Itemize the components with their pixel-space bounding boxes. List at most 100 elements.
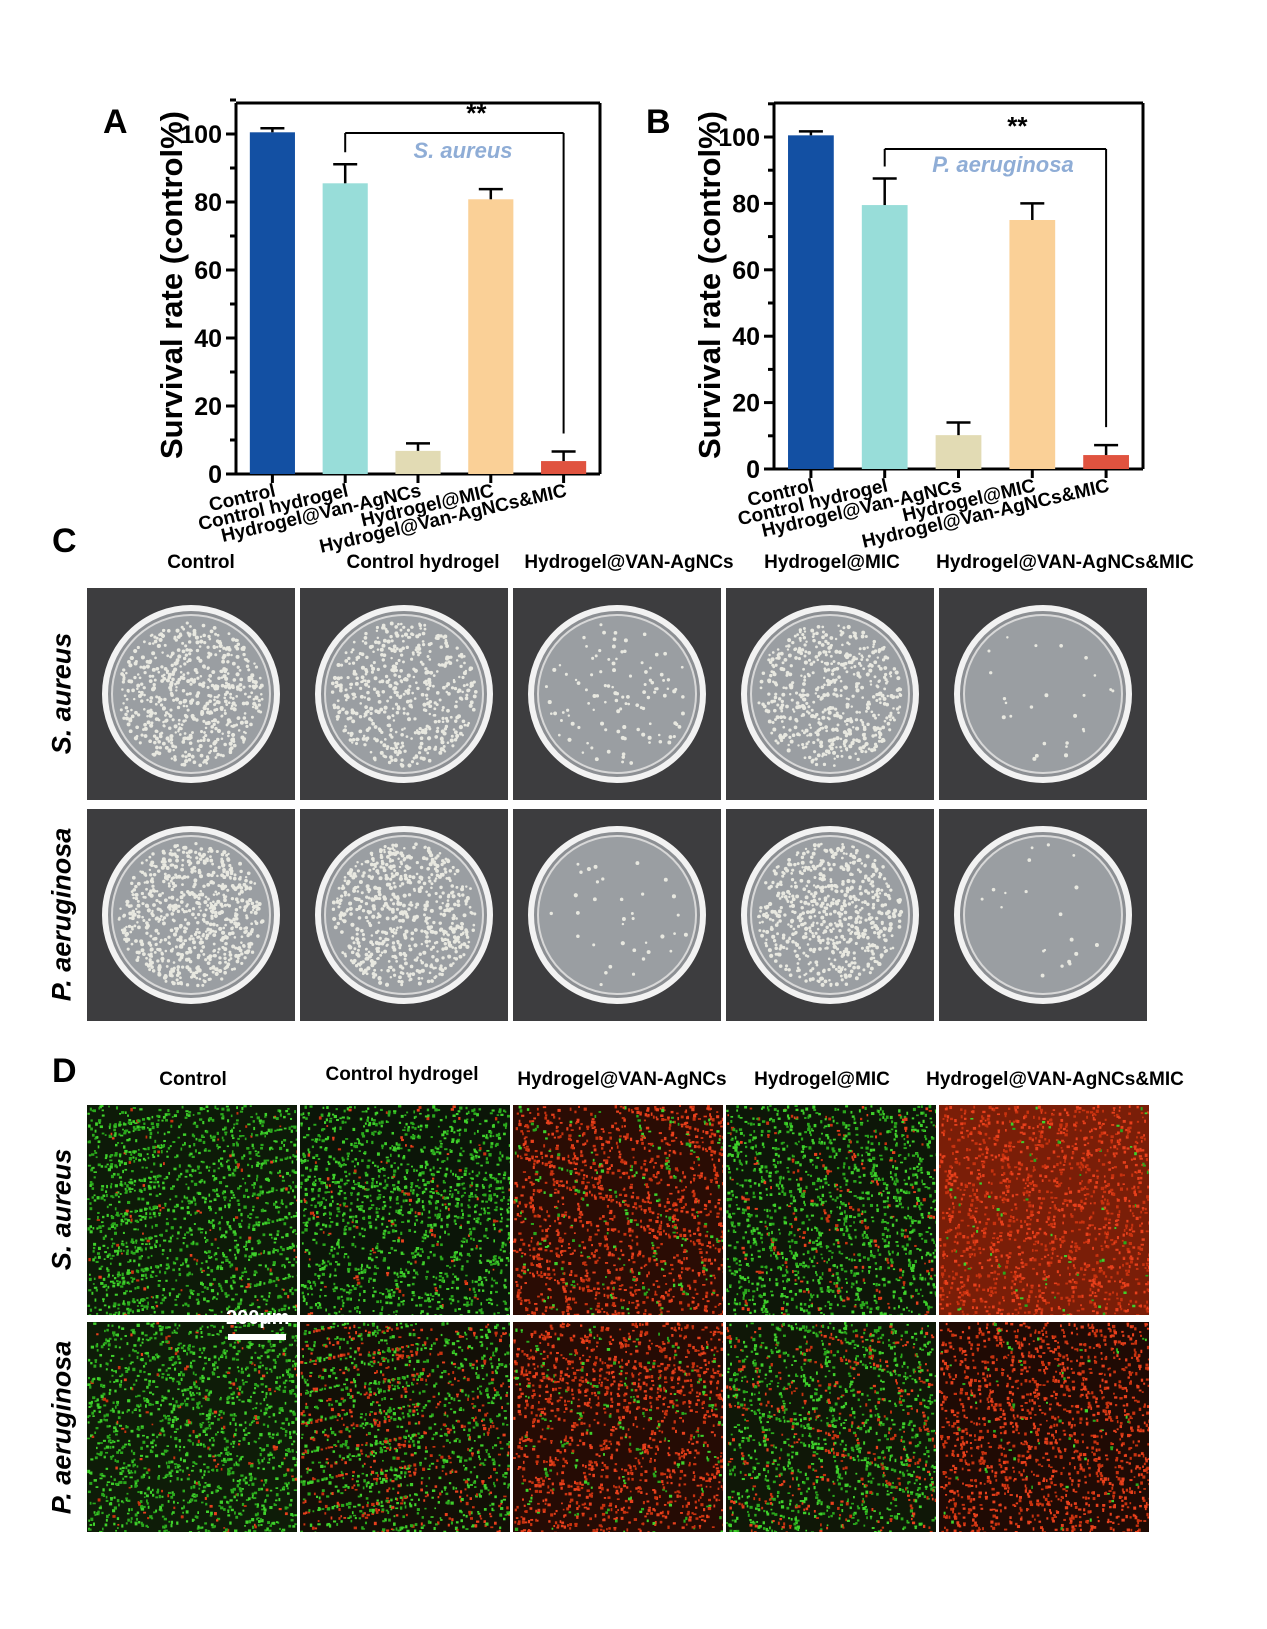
bacterial-colony xyxy=(214,756,218,759)
bacterial-colony xyxy=(361,937,366,942)
bacterial-colony xyxy=(413,731,418,735)
live-cell-dot xyxy=(153,1150,157,1154)
bacterial-colony xyxy=(768,901,773,907)
bacterial-colony xyxy=(766,709,771,714)
bacterial-colony xyxy=(423,907,428,912)
bacterial-colony xyxy=(238,687,243,692)
bacterial-colony xyxy=(169,737,174,742)
bacterial-colony xyxy=(126,947,130,951)
bacterial-colony xyxy=(121,680,125,684)
bacterial-colony xyxy=(773,708,777,713)
bacterial-colony xyxy=(462,684,466,688)
bacterial-colony xyxy=(181,907,184,911)
bacterial-colony xyxy=(435,670,439,673)
live-cell-dot xyxy=(257,1253,261,1256)
bacterial-colony xyxy=(202,913,207,918)
bacterial-colony xyxy=(845,852,848,856)
bacterial-colony xyxy=(223,742,227,747)
live-cell-dot xyxy=(87,1218,91,1220)
bacterial-colony xyxy=(444,716,449,721)
dead-cell-dot xyxy=(293,1249,296,1252)
bacterial-colony xyxy=(216,728,222,734)
bacterial-colony xyxy=(648,722,652,726)
bacterial-colony xyxy=(131,889,135,892)
bacterial-colony xyxy=(806,734,809,737)
bacterial-colony xyxy=(212,645,217,650)
live-cell-dot xyxy=(145,1243,148,1246)
bacterial-colony xyxy=(357,897,361,902)
bacterial-colony xyxy=(403,727,406,730)
bacterial-colony xyxy=(375,941,379,945)
bacterial-colony xyxy=(888,926,893,931)
bacterial-colony xyxy=(887,915,892,920)
bacterial-colony xyxy=(187,658,192,663)
bacterial-colony xyxy=(819,904,824,908)
bacterial-colony xyxy=(807,889,811,894)
bacterial-colony xyxy=(878,962,882,966)
fluor-svg xyxy=(87,1105,297,1315)
bacterial-colony xyxy=(441,720,445,724)
bacterial-colony xyxy=(362,871,366,875)
bacterial-colony xyxy=(390,668,394,672)
bacterial-colony xyxy=(459,664,463,669)
bacterial-colony xyxy=(196,861,199,865)
live-cell-dot xyxy=(256,1239,259,1243)
bacterial-colony xyxy=(358,729,363,734)
live-cell-dot xyxy=(232,1137,235,1140)
bacterial-colony xyxy=(196,676,200,680)
bacterial-colony xyxy=(816,732,820,737)
bacterial-colony xyxy=(361,640,365,643)
bacterial-colony xyxy=(226,652,231,657)
bacterial-colony xyxy=(198,905,201,909)
bacterial-colony xyxy=(236,946,240,951)
bacterial-colony xyxy=(793,884,798,889)
bacterial-colony xyxy=(396,742,400,746)
live-cell-dot xyxy=(212,1162,216,1165)
bacterial-colony xyxy=(845,941,849,944)
bacterial-colony xyxy=(764,881,768,885)
bacterial-colony xyxy=(194,635,199,640)
bacterial-colony xyxy=(172,748,175,752)
bacterial-colony xyxy=(404,677,409,682)
live-cell-dot xyxy=(118,1200,121,1204)
bacterial-colony xyxy=(228,749,233,753)
bacterial-colony xyxy=(834,935,838,939)
bacterial-colony xyxy=(375,629,379,633)
bacterial-colony xyxy=(385,876,390,881)
bacterial-colony xyxy=(251,684,255,688)
bacterial-colony xyxy=(439,645,443,649)
bacterial-colony xyxy=(428,700,433,704)
live-cell-dot xyxy=(266,1267,270,1271)
bacterial-colony xyxy=(787,858,792,862)
bacterial-colony xyxy=(450,921,454,925)
bacterial-colony xyxy=(386,639,391,644)
live-cell-dot xyxy=(107,1285,110,1289)
bacterial-colony xyxy=(883,946,886,949)
bacterial-colony xyxy=(211,670,216,675)
bacterial-colony xyxy=(797,657,801,661)
bacterial-colony xyxy=(389,755,393,760)
bacterial-colony xyxy=(252,697,256,701)
bacterial-colony xyxy=(392,927,396,931)
dead-cell-dot xyxy=(142,1232,144,1235)
bacterial-colony xyxy=(341,919,344,922)
bacterial-colony xyxy=(160,698,163,701)
bacterial-colony xyxy=(370,718,374,722)
dead-cell-dot xyxy=(245,1286,249,1289)
live-cell-dot xyxy=(289,1174,291,1177)
bacterial-colony xyxy=(348,662,351,666)
bacterial-colony xyxy=(592,694,597,698)
bacterial-colony xyxy=(348,901,353,906)
bacterial-colony xyxy=(782,945,786,950)
bacterial-colony xyxy=(808,929,812,933)
live-cell-dot xyxy=(228,1249,232,1252)
bacterial-colony xyxy=(784,686,788,690)
bacterial-colony xyxy=(420,968,425,973)
bacterial-colony xyxy=(1072,853,1076,857)
bacterial-colony xyxy=(823,906,827,910)
bacterial-colony xyxy=(348,906,353,911)
bacterial-colony xyxy=(438,698,442,702)
bacterial-colony xyxy=(861,720,865,725)
bacterial-colony xyxy=(1074,951,1079,956)
bacterial-colony xyxy=(757,701,761,705)
